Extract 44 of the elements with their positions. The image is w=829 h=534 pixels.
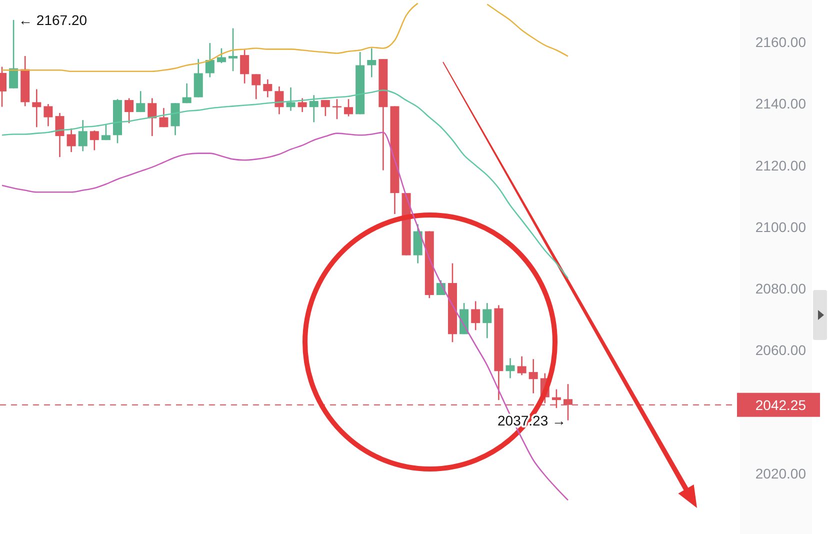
candlestick bbox=[170, 102, 180, 136]
candlestick bbox=[9, 19, 18, 89]
candlestick bbox=[228, 28, 238, 72]
candlestick bbox=[216, 48, 226, 64]
candlestick bbox=[320, 99, 330, 117]
y-tick-label: 2080.00 bbox=[755, 280, 806, 297]
candlestick bbox=[136, 90, 146, 113]
candlestick bbox=[332, 98, 342, 120]
candlestick bbox=[298, 98, 307, 113]
candlestick bbox=[205, 42, 214, 78]
y-tick-label: 2120.00 bbox=[755, 157, 806, 174]
candlestick bbox=[66, 128, 76, 153]
candlestick bbox=[44, 103, 53, 127]
candlestick bbox=[148, 98, 157, 137]
candlestick bbox=[240, 49, 250, 84]
y-tick-label: 2160.00 bbox=[755, 34, 806, 50]
candlestick bbox=[78, 119, 88, 152]
candlestick bbox=[263, 78, 272, 98]
candlestick bbox=[55, 112, 64, 158]
candlestick bbox=[344, 98, 354, 118]
candlestick bbox=[159, 107, 168, 128]
candlestick bbox=[124, 98, 134, 124]
candlestick bbox=[90, 130, 99, 151]
candlestick bbox=[367, 48, 376, 78]
candlestick bbox=[309, 94, 318, 123]
candlestick bbox=[528, 358, 538, 394]
candlestick bbox=[101, 123, 110, 141]
line-series bbox=[1, 132, 569, 501]
candlestick bbox=[482, 302, 492, 339]
candlestick bbox=[274, 86, 284, 115]
line-series bbox=[1, 90, 569, 280]
y-tick-label: 2020.00 bbox=[755, 465, 806, 482]
y-tick-label: 2060.00 bbox=[755, 342, 806, 358]
y-tick-label: 2140.00 bbox=[755, 96, 806, 112]
candlestick bbox=[252, 74, 261, 100]
ref-line-label: 2042.25 bbox=[755, 396, 806, 413]
candlestick bbox=[32, 88, 42, 128]
candlestick bbox=[517, 356, 526, 376]
candlestick bbox=[182, 82, 192, 104]
candlestick bbox=[286, 86, 296, 112]
candlestick bbox=[506, 358, 515, 379]
annotation: ← 2167.20 bbox=[18, 12, 88, 28]
y-tick-label: 2100.00 bbox=[755, 218, 806, 235]
candlestick bbox=[471, 300, 480, 331]
